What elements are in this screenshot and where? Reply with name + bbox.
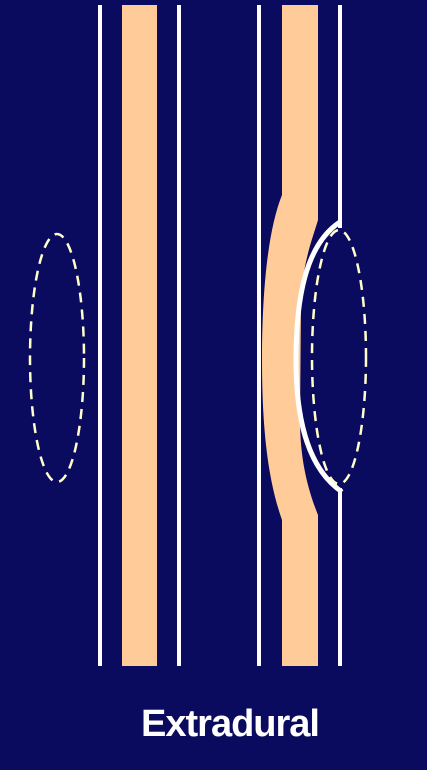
extradural-column (257, 5, 368, 666)
left-inner-line (177, 5, 181, 666)
right-cord-displaced (262, 5, 318, 666)
left-dashed-outline (28, 232, 86, 484)
right-dashed-outline (310, 228, 368, 486)
extradural-lesion-boundary (293, 219, 344, 495)
right-inner-line (257, 5, 261, 666)
diagram-caption: Extradural (141, 703, 320, 745)
left-cord (122, 5, 157, 666)
normal-column (28, 5, 181, 666)
left-outer-line (98, 5, 102, 666)
